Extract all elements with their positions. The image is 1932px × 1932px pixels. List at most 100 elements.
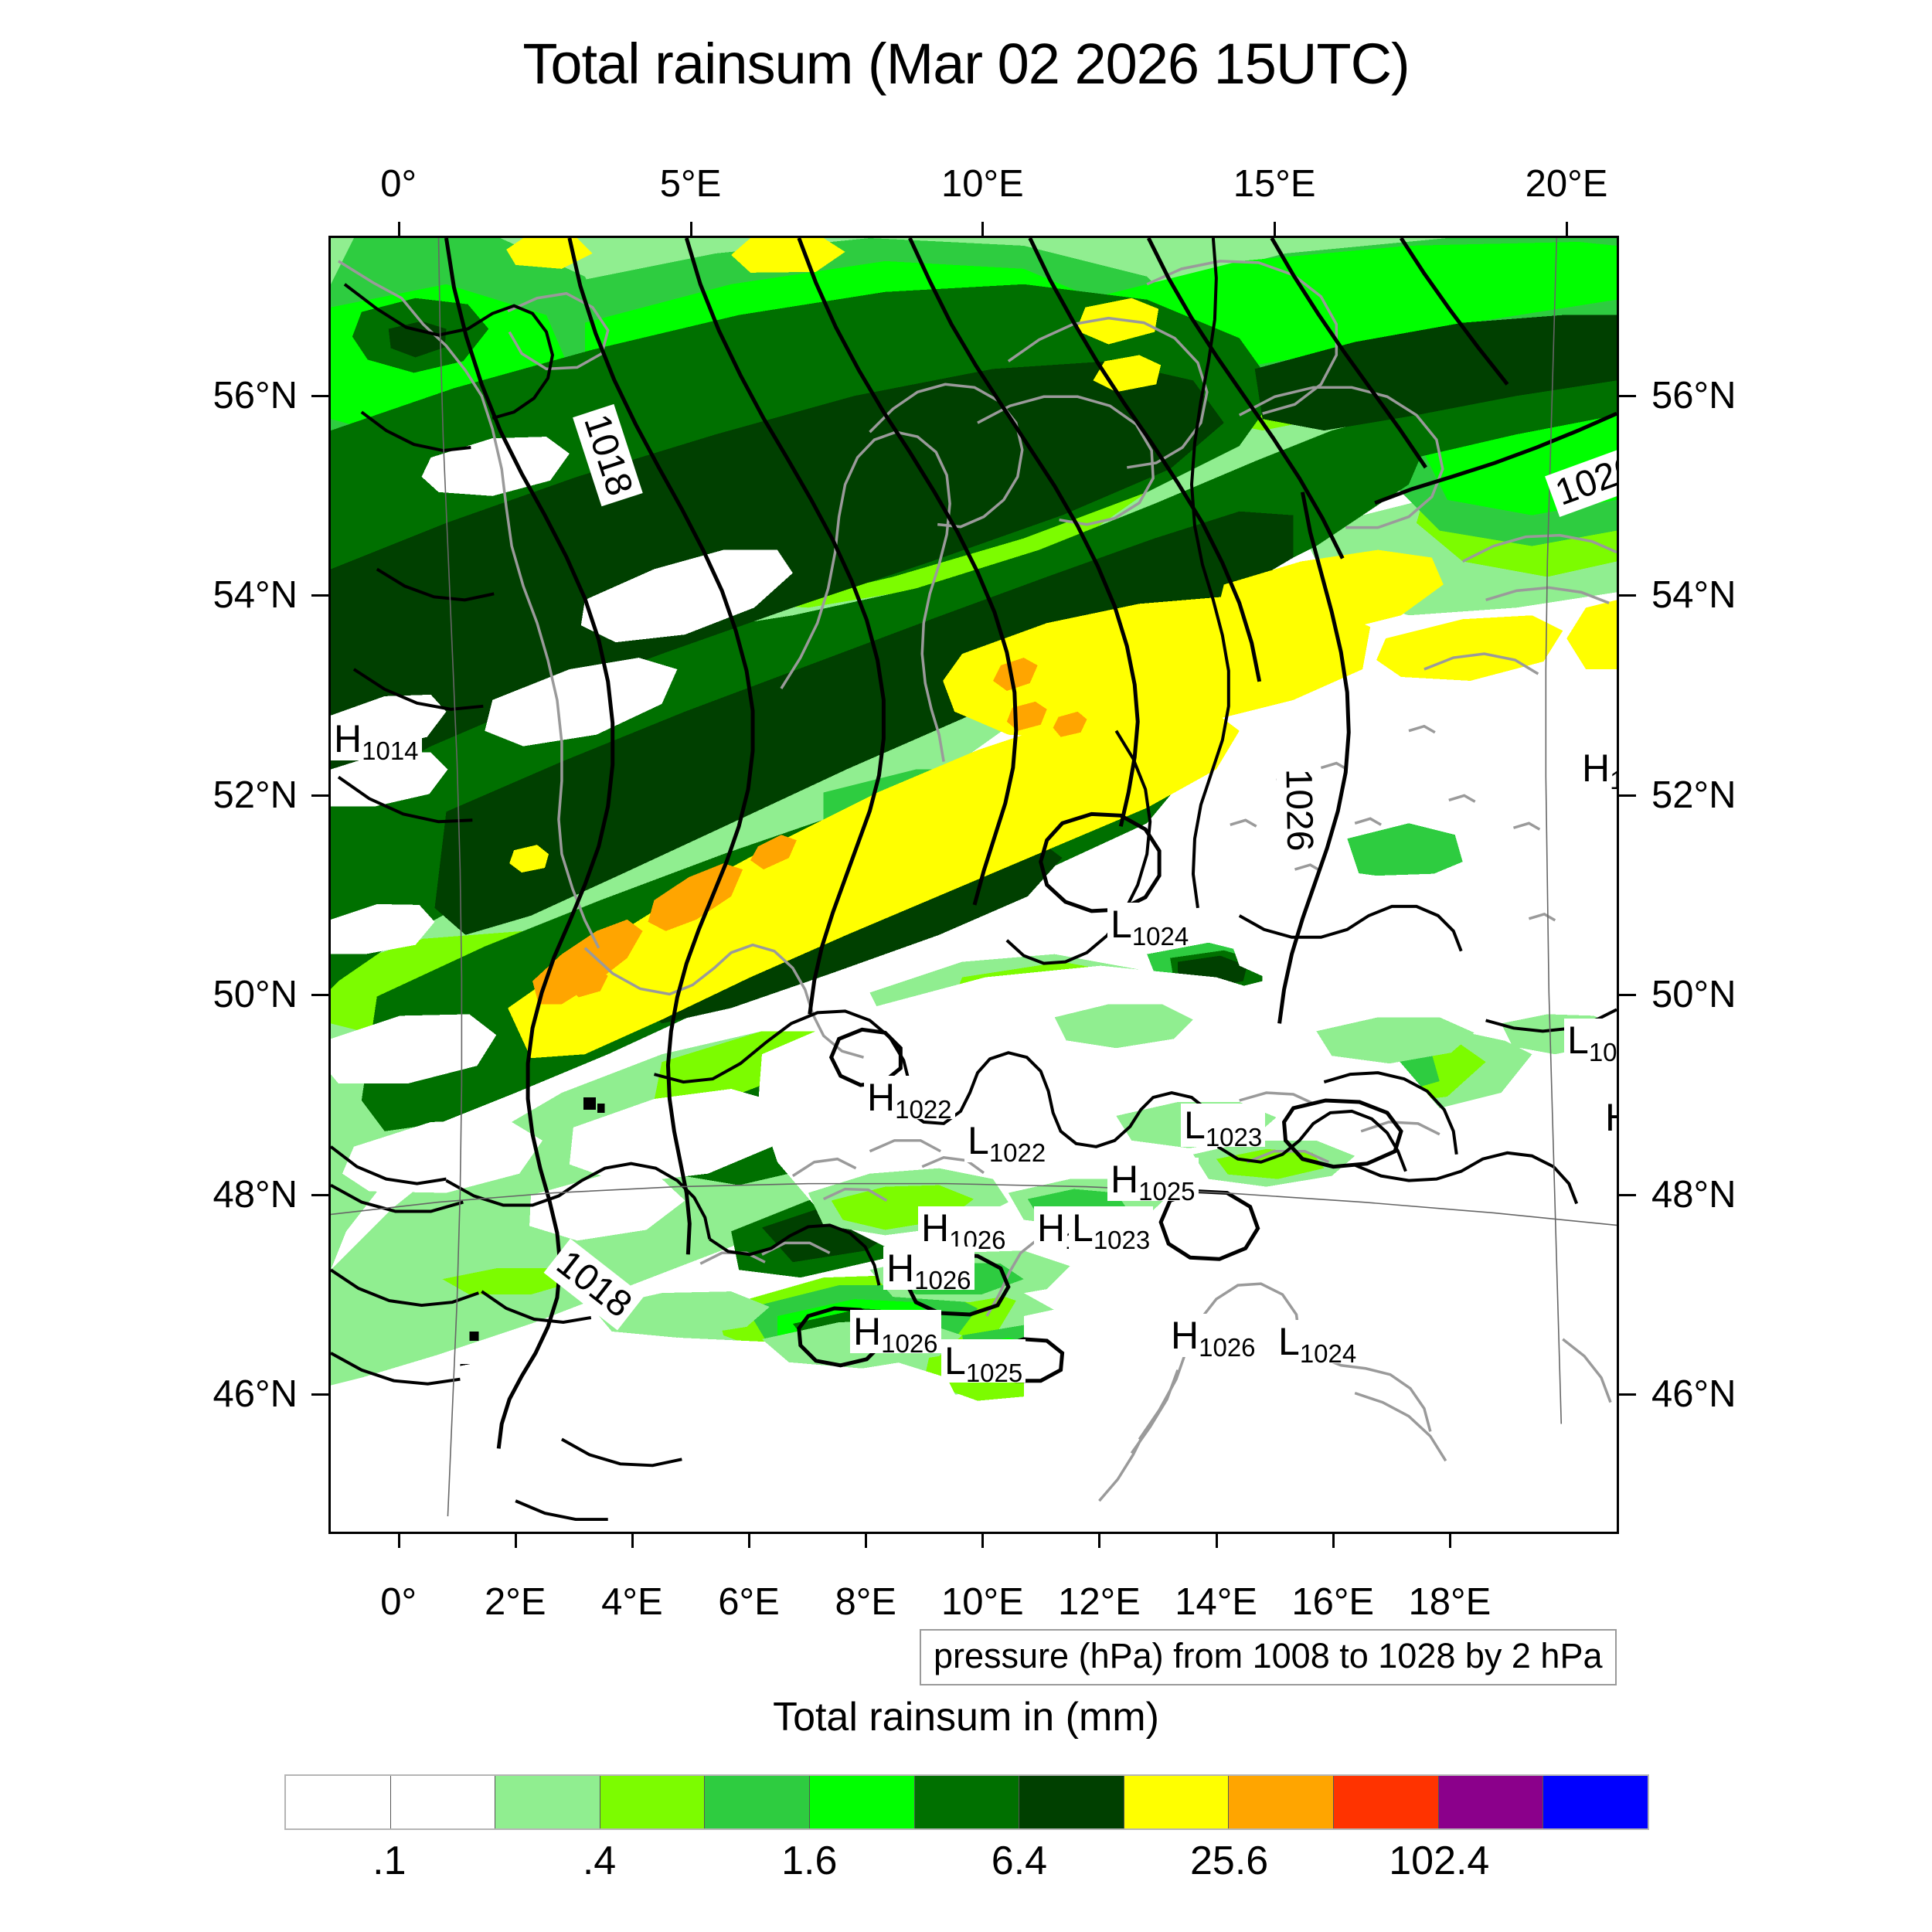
pressure-system-high-12: H1026 bbox=[1168, 1314, 1259, 1360]
axis-label-top-4: 20°E bbox=[1525, 163, 1608, 205]
axis-tick-top bbox=[689, 222, 692, 236]
colorbar-segment-8 bbox=[1124, 1776, 1230, 1828]
axis-label-bottom-8: 16°E bbox=[1291, 1581, 1375, 1623]
colorbar-caption: Total rainsum in (mm) bbox=[773, 1695, 1159, 1740]
pressure-legend: pressure (hPa) from 1008 to 1028 by 2 hP… bbox=[920, 1629, 1617, 1685]
pressure-system-low-2: L1022 bbox=[964, 1119, 1049, 1165]
axis-label-top-0: 0° bbox=[380, 163, 417, 205]
colorbar-tick-4: 25.6 bbox=[1190, 1838, 1269, 1883]
axis-label-left-5: 46°N bbox=[213, 1373, 298, 1416]
coastlines bbox=[338, 260, 1617, 1502]
axis-tick-left bbox=[311, 794, 328, 797]
map-plot-area[interactable]: H1014 H1022 L1022 L1023 H1025 L1024 H1026 H1026… bbox=[328, 236, 1619, 1534]
pressure-system-high-0: H1014 bbox=[331, 717, 422, 764]
pressure-system-high-14: H1 bbox=[1579, 747, 1617, 793]
axis-label-top-2: 10°E bbox=[940, 163, 1024, 205]
axis-label-right-3: 50°N bbox=[1651, 974, 1736, 1016]
axis-label-right-1: 54°N bbox=[1651, 574, 1736, 617]
axis-tick-top bbox=[397, 222, 400, 236]
pressure-system-low-9: L1023 bbox=[1069, 1206, 1154, 1253]
axis-label-right-5: 46°N bbox=[1651, 1373, 1736, 1416]
axis-label-bottom-4: 8°E bbox=[835, 1581, 896, 1623]
colorbar-segment-5 bbox=[810, 1776, 915, 1828]
axis-tick-left bbox=[311, 394, 328, 397]
axis-label-top-1: 5°E bbox=[659, 163, 722, 205]
axis-label-left-4: 48°N bbox=[213, 1173, 298, 1216]
axis-label-left-1: 54°N bbox=[213, 574, 298, 617]
precipitation-field bbox=[331, 238, 1617, 1530]
colorbar-tick-3: 6.4 bbox=[991, 1838, 1048, 1883]
colorbar-segment-4 bbox=[705, 1776, 811, 1828]
axis-tick-right bbox=[1619, 1393, 1636, 1396]
pressure-system-low-5: L1024 bbox=[1107, 903, 1192, 949]
graticule bbox=[331, 238, 1617, 1517]
axis-tick-left bbox=[311, 1393, 328, 1396]
axis-label-bottom-0: 0° bbox=[380, 1581, 417, 1623]
axis-label-left-3: 50°N bbox=[213, 974, 298, 1016]
colorbar-segment-0 bbox=[286, 1776, 391, 1828]
colorbar-tick-2: 1.6 bbox=[781, 1838, 838, 1883]
axis-tick-bottom bbox=[865, 1534, 868, 1548]
axis-tick-bottom bbox=[1098, 1534, 1101, 1548]
axis-label-bottom-6: 12°E bbox=[1058, 1581, 1141, 1623]
pressure-system-high-6: H1026 bbox=[918, 1206, 1009, 1253]
axis-tick-bottom bbox=[397, 1534, 400, 1548]
pressure-system-low-3: L1023 bbox=[1181, 1104, 1266, 1150]
axis-tick-top bbox=[1274, 222, 1277, 236]
pressure-system-high-16: H bbox=[1602, 1096, 1617, 1139]
axis-label-left-2: 52°N bbox=[213, 774, 298, 816]
pressure-system-low-15: L1025 bbox=[1564, 1019, 1617, 1065]
colorbar-tick-5: 102.4 bbox=[1389, 1838, 1490, 1883]
axis-tick-bottom bbox=[1332, 1534, 1335, 1548]
axis-tick-bottom bbox=[514, 1534, 517, 1548]
colorbar-segment-7 bbox=[1019, 1776, 1124, 1828]
axis-label-bottom-9: 18°E bbox=[1408, 1581, 1492, 1623]
pressure-system-high-1: H1022 bbox=[864, 1076, 955, 1122]
axis-tick-left bbox=[311, 594, 328, 597]
colorbar-segment-2 bbox=[495, 1776, 600, 1828]
pressure-system-low-11: L1025 bbox=[941, 1339, 1026, 1386]
axis-label-bottom-2: 4°E bbox=[601, 1581, 663, 1623]
axis-label-bottom-1: 2°E bbox=[485, 1581, 546, 1623]
axis-tick-right bbox=[1619, 594, 1636, 597]
axis-tick-bottom bbox=[748, 1534, 751, 1548]
axis-tick-bottom bbox=[1215, 1534, 1218, 1548]
axis-tick-left bbox=[311, 1193, 328, 1196]
axis-label-bottom-5: 10°E bbox=[940, 1581, 1024, 1623]
colorbar-tick-labels: .1 .4 1.6 6.4 25.6 102.4 bbox=[284, 1838, 1649, 1892]
axis-tick-right bbox=[1619, 994, 1636, 997]
axis-tick-right bbox=[1619, 794, 1636, 797]
pressure-system-low-13: L1024 bbox=[1275, 1320, 1360, 1366]
colorbar-segment-3 bbox=[600, 1776, 706, 1828]
pressure-system-high-4: H1025 bbox=[1107, 1158, 1199, 1204]
axis-tick-left bbox=[311, 994, 328, 997]
axis-label-right-2: 52°N bbox=[1651, 774, 1736, 816]
pressure-system-high-10: H1026 bbox=[850, 1310, 941, 1356]
axis-label-top-3: 15°E bbox=[1233, 163, 1316, 205]
colorbar-segment-11 bbox=[1438, 1776, 1544, 1828]
axis-tick-top bbox=[981, 222, 985, 236]
colorbar-tick-0: .1 bbox=[372, 1838, 406, 1883]
axis-tick-right bbox=[1619, 1193, 1636, 1196]
colorbar[interactable] bbox=[284, 1774, 1649, 1830]
axis-label-left-0: 56°N bbox=[213, 374, 298, 417]
colorbar-segment-10 bbox=[1334, 1776, 1439, 1828]
colorbar-segment-9 bbox=[1229, 1776, 1335, 1828]
isobar-label-1026-3: 1026 bbox=[1276, 763, 1321, 857]
colorbar-segment-6 bbox=[914, 1776, 1020, 1828]
axis-tick-bottom bbox=[981, 1534, 985, 1548]
axis-tick-top bbox=[1565, 222, 1568, 236]
colorbar-segment-12 bbox=[1543, 1776, 1648, 1828]
map-canvas bbox=[331, 238, 1617, 1530]
axis-tick-bottom bbox=[631, 1534, 634, 1548]
page-title: Total rainsum (Mar 02 2026 15UTC) bbox=[522, 32, 1410, 96]
axis-label-right-4: 48°N bbox=[1651, 1173, 1736, 1216]
pressure-system-high-7: H1026 bbox=[883, 1247, 975, 1293]
axis-label-right-0: 56°N bbox=[1651, 374, 1736, 417]
colorbar-segment-1 bbox=[390, 1776, 496, 1828]
axis-tick-right bbox=[1619, 394, 1636, 397]
colorbar-tick-1: .4 bbox=[582, 1838, 617, 1883]
axis-tick-bottom bbox=[1448, 1534, 1451, 1548]
axis-label-bottom-7: 14°E bbox=[1175, 1581, 1257, 1623]
